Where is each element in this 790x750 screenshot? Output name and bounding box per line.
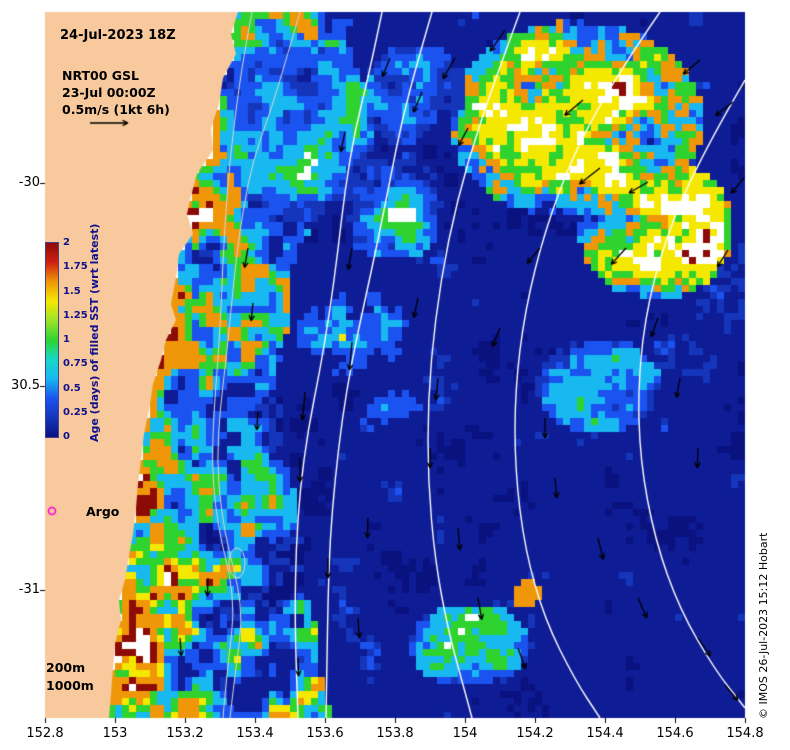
sst-age-map-figure: 24-Jul-2023 18Z NRT00 GSL 23-Jul 00:00Z … bbox=[0, 0, 790, 750]
map-canvas bbox=[0, 0, 790, 750]
